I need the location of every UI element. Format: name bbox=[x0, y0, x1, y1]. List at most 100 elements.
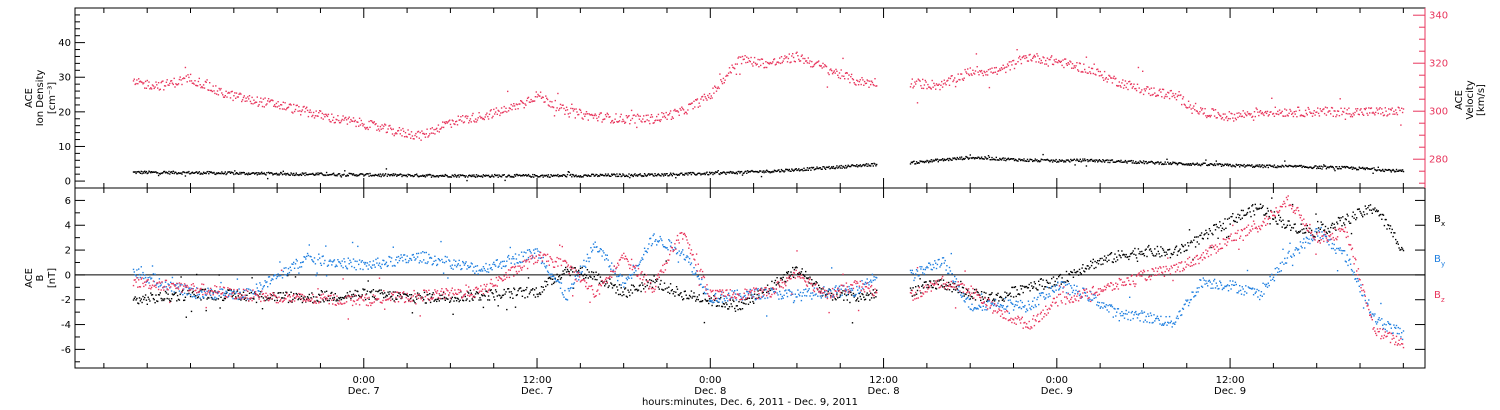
bx-point bbox=[556, 273, 558, 276]
velocity-point bbox=[1030, 59, 1032, 61]
bx-point bbox=[661, 288, 663, 291]
bx-point bbox=[999, 295, 1002, 298]
velocity-point bbox=[546, 98, 549, 101]
bx-point bbox=[804, 275, 806, 278]
density-point bbox=[763, 171, 765, 174]
bx-point bbox=[650, 279, 653, 282]
density-point bbox=[614, 174, 616, 176]
density-point bbox=[553, 175, 556, 177]
density-point bbox=[1109, 161, 1111, 164]
bx-point bbox=[470, 292, 472, 294]
by-point bbox=[420, 252, 422, 254]
density-point bbox=[604, 173, 607, 175]
velocity-point bbox=[1098, 75, 1101, 77]
x-tick-time-label: 12:00 bbox=[869, 375, 898, 386]
velocity-point bbox=[1091, 67, 1094, 70]
velocity-point bbox=[306, 109, 309, 112]
density-point bbox=[1255, 164, 1257, 166]
velocity-point bbox=[245, 97, 247, 99]
by-point bbox=[174, 284, 176, 286]
bx-point bbox=[795, 266, 797, 268]
density-point bbox=[426, 175, 428, 177]
velocity-point bbox=[708, 93, 711, 95]
bx-point bbox=[611, 283, 613, 285]
bx-point bbox=[1219, 221, 1221, 223]
density-point bbox=[225, 173, 227, 176]
velocity-point bbox=[543, 101, 545, 103]
density-point bbox=[1242, 165, 1244, 167]
bx-point bbox=[853, 296, 855, 298]
bx-point bbox=[262, 297, 265, 299]
by-point bbox=[147, 277, 149, 279]
velocity-point bbox=[1025, 55, 1027, 57]
bx-point bbox=[658, 288, 660, 290]
density-point bbox=[747, 170, 749, 172]
by-point bbox=[271, 278, 273, 280]
bx-point bbox=[1143, 255, 1146, 257]
bx-point bbox=[1215, 223, 1217, 226]
bx-point bbox=[960, 292, 963, 294]
density-point bbox=[337, 173, 339, 176]
density-point bbox=[151, 171, 154, 174]
bx-point bbox=[242, 291, 245, 293]
density-point bbox=[219, 172, 221, 174]
bx-point bbox=[610, 282, 612, 284]
velocity-point bbox=[558, 109, 560, 111]
density-point bbox=[384, 173, 387, 175]
velocity-point bbox=[1215, 117, 1217, 119]
bx-point bbox=[537, 295, 539, 298]
velocity-point bbox=[1311, 115, 1314, 117]
bx-point bbox=[158, 294, 161, 296]
density-point bbox=[926, 159, 928, 162]
bx-point bbox=[946, 289, 948, 291]
bx-point bbox=[667, 291, 669, 293]
by-point bbox=[507, 254, 510, 257]
by-point bbox=[502, 265, 505, 267]
velocity-point bbox=[395, 132, 397, 134]
velocity-point bbox=[317, 115, 319, 117]
bx-point bbox=[826, 293, 829, 295]
density-point bbox=[782, 170, 784, 172]
by-point bbox=[135, 275, 137, 277]
bx-point bbox=[1348, 220, 1350, 223]
velocity-point bbox=[459, 119, 461, 121]
density-point bbox=[1194, 164, 1196, 166]
by-point bbox=[506, 260, 508, 262]
density-point bbox=[455, 175, 457, 177]
velocity-point bbox=[1115, 77, 1117, 80]
velocity-point bbox=[417, 130, 420, 133]
velocity-point bbox=[973, 73, 976, 75]
by-point bbox=[449, 260, 451, 262]
by-point bbox=[475, 270, 478, 272]
density-point bbox=[1202, 162, 1204, 164]
bx-point bbox=[1352, 211, 1354, 213]
velocity-point bbox=[1142, 93, 1145, 96]
velocity-point bbox=[1214, 109, 1217, 111]
bx-point bbox=[915, 286, 917, 288]
density-point bbox=[686, 172, 688, 174]
velocity-point bbox=[246, 100, 248, 102]
bx-point bbox=[188, 292, 190, 295]
velocity-point bbox=[1326, 107, 1328, 109]
velocity-point bbox=[462, 115, 464, 117]
velocity-point bbox=[830, 68, 832, 70]
bx-point bbox=[1194, 236, 1196, 238]
bx-point bbox=[1083, 270, 1085, 272]
velocity-point bbox=[594, 113, 596, 115]
velocity-point bbox=[277, 101, 279, 103]
density-point bbox=[1019, 159, 1022, 162]
velocity-point bbox=[333, 122, 336, 124]
velocity-point bbox=[1249, 114, 1251, 116]
by-point bbox=[161, 282, 163, 284]
bx-point bbox=[498, 294, 500, 296]
density-point bbox=[207, 170, 209, 173]
velocity-point bbox=[1368, 107, 1370, 109]
velocity-point bbox=[470, 121, 472, 123]
density-point bbox=[135, 172, 137, 175]
bx-point bbox=[1382, 213, 1384, 216]
velocity-point bbox=[693, 100, 695, 102]
by-point bbox=[317, 259, 319, 261]
bx-point bbox=[1296, 232, 1298, 234]
velocity-point bbox=[812, 65, 815, 67]
velocity-point bbox=[1343, 111, 1345, 113]
